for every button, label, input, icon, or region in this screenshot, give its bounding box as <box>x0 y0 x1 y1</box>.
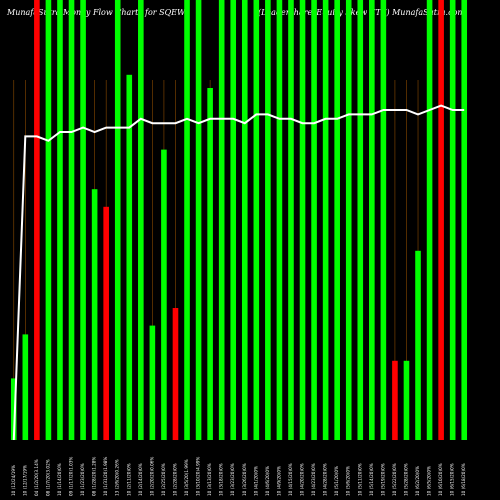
bar-down <box>438 0 444 440</box>
x-tick-label: 10 (2/20/20)0.06% <box>149 457 154 496</box>
x-tick-label: 10 (5/22/20)0% <box>392 463 397 496</box>
x-tick-label: 09 (1/17/20)1.03% <box>69 457 74 496</box>
bar-up <box>91 189 98 440</box>
x-tick-label: 13 (2/6/20)0.26% <box>115 459 120 496</box>
x-tick-label: 10 (5/1/20)0% <box>334 466 339 496</box>
x-tick-label: 08 (1/28/20)1.28% <box>92 457 97 496</box>
x-tick-label: 10 (6/2/20)0% <box>415 466 420 496</box>
bar-up <box>403 360 410 440</box>
bar-up <box>334 0 340 440</box>
chart-title-left: MunafaSutra Money Flow Charts for SQEW <box>6 8 186 17</box>
bar-up <box>426 0 433 440</box>
x-tick-label: 10 (3/26/20)0% <box>242 463 247 496</box>
x-tick-label: 10 (3/13/20)0% <box>207 463 212 496</box>
x-tick-label: 10 (6/18/20)0% <box>461 463 466 496</box>
x-tick-label: 10 (12/17/19% <box>22 465 27 496</box>
x-tick-label: 04 (1/2/20)3.14% <box>34 459 39 496</box>
x-tick-label: 10 (6/10/20)0% <box>438 463 443 496</box>
bar-up <box>322 0 329 440</box>
bar-up <box>161 149 167 440</box>
bar-down <box>172 308 179 440</box>
x-tick-label: 08 (1/7/20)3.02% <box>45 459 50 496</box>
bar-up <box>218 0 225 440</box>
bar-up <box>138 0 144 440</box>
bar-up <box>380 0 387 440</box>
x-tick-label: 10 (5/14/20)0% <box>369 463 374 496</box>
bar-up <box>241 0 248 440</box>
bar-up <box>276 0 283 440</box>
bar-up <box>22 334 29 440</box>
bar-up <box>10 378 17 440</box>
bar-up <box>68 0 75 440</box>
x-tick-label: 10 (4/20/20)0% <box>300 463 305 496</box>
x-tick-label: 10 (3/10/20)4.99% <box>196 457 201 496</box>
x-tick-label: 10 (2/11/20)0% <box>126 463 131 496</box>
x-tick-label: 10 (3/18/20)0% <box>219 463 224 496</box>
bar-up <box>311 0 317 440</box>
bar-down <box>392 360 398 440</box>
bar-up <box>195 0 202 440</box>
bar-up <box>265 0 271 440</box>
x-tick-label: 10 (5/6/20)0% <box>346 466 351 496</box>
bar-up <box>299 0 306 440</box>
x-tick-labels: 10 (12/24/19% 10 (12/17/19% 04 (1/2/20)3.1… <box>11 457 466 496</box>
bar-up <box>126 74 133 441</box>
x-tick-label: 10 (5/28/20)0% <box>403 463 408 496</box>
bar-up <box>369 0 375 440</box>
x-tick-label: 10 (3/5/20)1.99% <box>184 459 189 496</box>
x-tick-label: 10 (3/23/20)0% <box>230 463 235 496</box>
x-tick-label: 10 (4/28/20)0% <box>323 463 328 496</box>
bar-down <box>103 206 109 440</box>
bar-up <box>461 0 468 440</box>
bar-up <box>288 0 294 440</box>
money-flow-line <box>12 104 465 441</box>
bars <box>10 0 468 441</box>
bar-up <box>449 0 456 440</box>
bar-up <box>415 250 421 440</box>
x-tick-label: 10 (2/25/20)0% <box>161 463 166 496</box>
x-tick-label: 10 (4/23/20)0% <box>311 463 316 496</box>
bar-up <box>114 0 121 440</box>
x-tick-label: 10 (5/11/20)0% <box>357 463 362 496</box>
bar-up <box>184 0 190 440</box>
bar-up <box>253 0 260 440</box>
x-tick-label: 10 (5/19/20)0% <box>380 463 385 496</box>
bar-up <box>45 0 52 440</box>
x-tick-label: 10 (4/9/20)0% <box>276 466 281 496</box>
x-tick-label: 10 (12/24/19% <box>11 465 16 496</box>
money-flow-line-group <box>12 104 465 441</box>
x-tick-label: 10 (2/28/20)0% <box>172 463 177 496</box>
bar-up <box>80 0 86 440</box>
x-tick-label: 10 (4/15/20)0% <box>288 463 293 496</box>
bar-up <box>230 0 237 440</box>
x-tick-label: 10 (4/6/20)0% <box>265 466 270 496</box>
bar-up <box>207 88 213 440</box>
x-tick-label: 10 (2/14/20)0% <box>138 463 143 496</box>
bar-up <box>345 0 352 440</box>
x-tick-label: 10 (1/14/20)0% <box>57 463 62 496</box>
x-tick-label: 10 (4/1/20)0% <box>253 466 258 496</box>
x-tick-label: 10 (1/31/20)1.98% <box>103 457 108 496</box>
bar-down <box>34 0 40 440</box>
x-tick-label: 10 (6/5/20)0% <box>427 466 432 496</box>
bar-up <box>357 0 364 440</box>
x-tick-label: 10 (6/15/20)0% <box>450 463 455 496</box>
bar-up <box>57 0 63 440</box>
bar-up <box>149 325 156 440</box>
x-tick-label: 10 (1/23/20)0% <box>80 463 85 496</box>
